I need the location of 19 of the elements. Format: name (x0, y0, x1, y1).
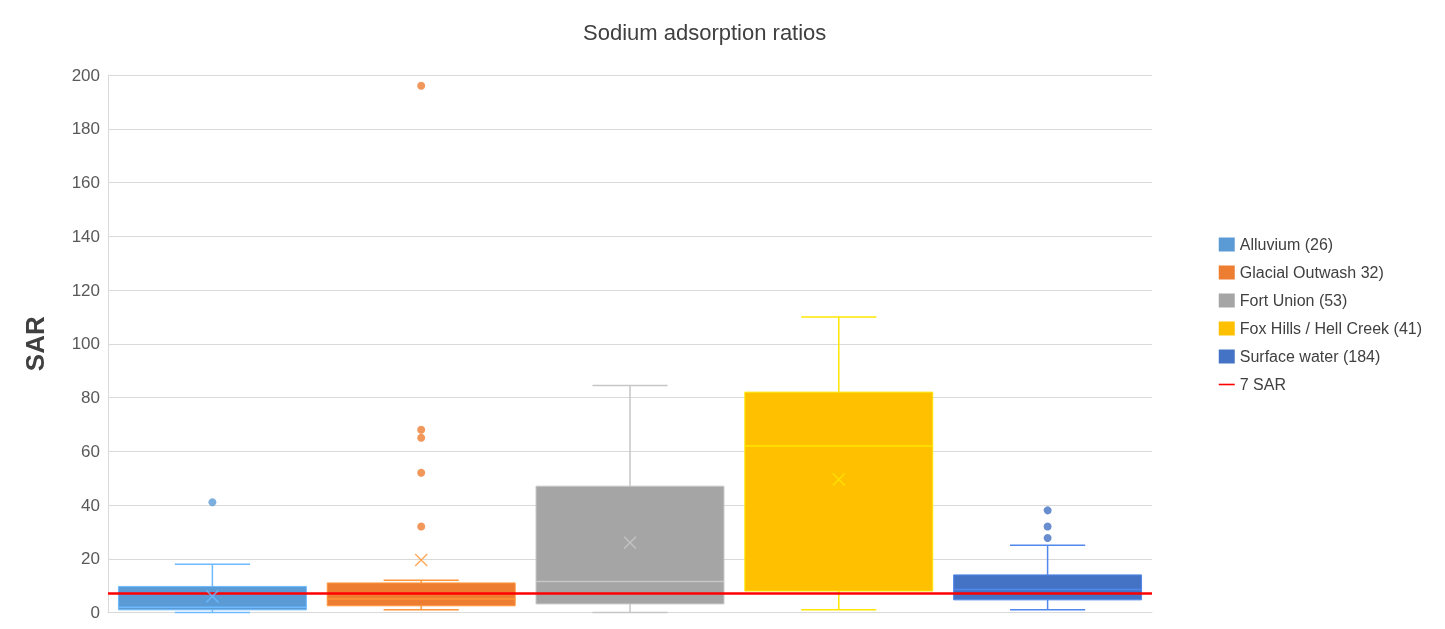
legend-label: 7 SAR (1239, 376, 1286, 393)
y-tick-label: 100 (71, 334, 100, 354)
y-tick-label: 60 (81, 441, 100, 461)
y-tick-label: 40 (81, 495, 100, 515)
y-tick-label: 0 (90, 603, 100, 622)
y-tick-label: 80 (81, 388, 100, 407)
y-tick-label: 140 (71, 226, 100, 246)
legend-label: Alluvium (26) (1239, 236, 1334, 253)
legend-label: Fort Union (53) (1239, 292, 1348, 309)
y-tick-label: 120 (71, 280, 100, 300)
legend-label: Glacial Outwash 32) (1239, 264, 1384, 281)
legend-label: Surface water (184) (1239, 348, 1381, 365)
y-tick-label: 160 (71, 173, 100, 192)
y-axis-title: SAR (20, 316, 50, 372)
y-tick-label: 200 (71, 65, 100, 85)
y-tick-label: 20 (81, 549, 100, 569)
y-tick-label: 180 (71, 119, 100, 139)
chart-title: Sodium adsorption ratios (583, 19, 827, 45)
legend-label: Fox Hills / Hell Creek (41) (1239, 320, 1423, 337)
